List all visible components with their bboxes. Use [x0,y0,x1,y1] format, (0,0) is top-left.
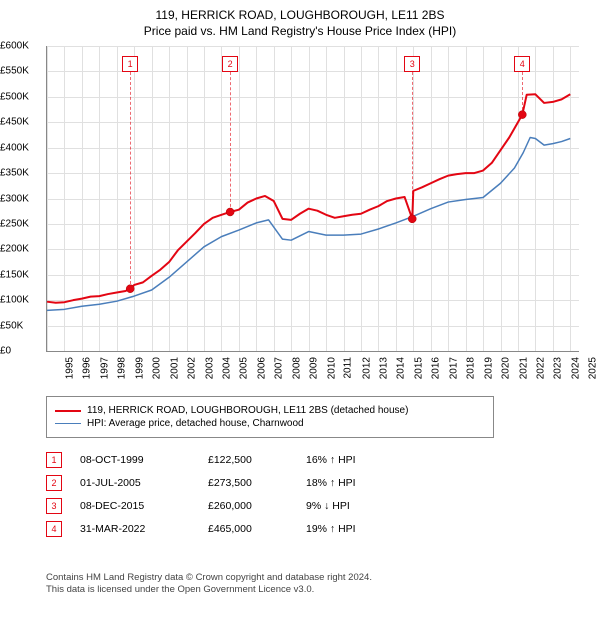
ytick-label: £400K [0,142,44,153]
ytick-label: £100K [0,295,44,306]
xtick-label: 2001 [169,357,180,379]
ytick-label: £600K [0,41,44,52]
chart-svg [47,46,579,351]
ytick-label: £550K [0,66,44,77]
sale-guide-line [130,72,131,289]
sale-row-diff: 9% ↓ HPI [306,500,406,512]
xtick-label: 2013 [378,357,389,379]
legend-row-hpi: HPI: Average price, detached house, Char… [55,418,485,429]
xtick-label: 2005 [239,357,250,379]
ytick-label: £350K [0,168,44,179]
sale-marker-box: 3 [404,56,420,72]
xtick-label: 2023 [553,357,564,379]
sale-guide-line [412,72,413,219]
sale-row-diff: 18% ↑ HPI [306,477,406,489]
sale-row-num: 4 [46,521,62,537]
sales-table: 1 08-OCT-1999 £122,500 16% ↑ HPI 2 01-JUL-200… [46,445,406,544]
footer-line1: Contains HM Land Registry data © Crown c… [46,572,372,584]
sale-row-date: 08-OCT-1999 [80,454,190,466]
xtick-label: 2021 [518,357,529,379]
legend-swatch-hpi [55,423,81,424]
sale-row-num: 2 [46,475,62,491]
ytick-label: £500K [0,91,44,102]
xtick-label: 2010 [326,357,337,379]
title-block: 119, HERRICK ROAD, LOUGHBOROUGH, LE11 2B… [0,0,600,38]
xtick-label: 2000 [151,357,162,379]
sale-marker-box: 2 [222,56,238,72]
sale-row-price: £122,500 [208,454,288,466]
ytick-label: £250K [0,218,44,229]
xtick-label: 2022 [535,357,546,379]
sale-row: 3 08-DEC-2015 £260,000 9% ↓ HPI [46,498,406,514]
chart-container: 119, HERRICK ROAD, LOUGHBOROUGH, LE11 2B… [0,0,600,620]
sale-row-num: 1 [46,452,62,468]
ytick-label: £450K [0,117,44,128]
xtick-label: 2025 [588,357,599,379]
title-address: 119, HERRICK ROAD, LOUGHBOROUGH, LE11 2B… [0,8,600,22]
xtick-label: 1999 [134,357,145,379]
sale-row: 4 31-MAR-2022 £465,000 19% ↑ HPI [46,521,406,537]
xtick-label: 2006 [256,357,267,379]
ytick-label: £0 [0,346,44,357]
xtick-label: 2008 [291,357,302,379]
xtick-label: 2019 [483,357,494,379]
sale-row-diff: 16% ↑ HPI [306,454,406,466]
plot-area [46,46,579,352]
xtick-label: 2007 [274,357,285,379]
ytick-label: £50K [0,320,44,331]
legend-swatch-property [55,410,81,412]
sale-marker-box: 1 [122,56,138,72]
sale-row-date: 08-DEC-2015 [80,500,190,512]
xtick-label: 2015 [413,357,424,379]
xtick-label: 2016 [431,357,442,379]
footer-line2: This data is licensed under the Open Gov… [46,584,372,596]
xtick-label: 2018 [465,357,476,379]
sale-row: 2 01-JUL-2005 £273,500 18% ↑ HPI [46,475,406,491]
sale-row-diff: 19% ↑ HPI [306,523,406,535]
ytick-label: £150K [0,269,44,280]
sale-row-date: 31-MAR-2022 [80,523,190,535]
sale-row-date: 01-JUL-2005 [80,477,190,489]
xtick-label: 2009 [308,357,319,379]
legend-label-hpi: HPI: Average price, detached house, Char… [87,418,304,429]
xtick-label: 2020 [500,357,511,379]
sale-guide-line [230,72,231,212]
xtick-label: 2004 [221,357,232,379]
footer: Contains HM Land Registry data © Crown c… [46,572,372,597]
xtick-label: 2024 [570,357,581,379]
sale-row-num: 3 [46,498,62,514]
series-property [47,94,570,302]
ytick-label: £200K [0,244,44,255]
sale-row-price: £260,000 [208,500,288,512]
xtick-label: 1996 [82,357,93,379]
sale-guide-line [522,72,523,115]
sale-row: 1 08-OCT-1999 £122,500 16% ↑ HPI [46,452,406,468]
xtick-label: 1997 [99,357,110,379]
legend-row-property: 119, HERRICK ROAD, LOUGHBOROUGH, LE11 2B… [55,405,485,416]
xtick-label: 2011 [343,357,354,379]
legend: 119, HERRICK ROAD, LOUGHBOROUGH, LE11 2B… [46,396,494,438]
ytick-label: £300K [0,193,44,204]
xtick-label: 1998 [117,357,128,379]
sale-row-price: £465,000 [208,523,288,535]
sale-row-price: £273,500 [208,477,288,489]
sale-marker-box: 4 [514,56,530,72]
legend-label-property: 119, HERRICK ROAD, LOUGHBOROUGH, LE11 2B… [87,405,408,416]
xtick-label: 1995 [64,357,75,379]
xtick-label: 2012 [361,357,372,379]
title-subtitle: Price paid vs. HM Land Registry's House … [0,24,600,38]
xtick-label: 2014 [396,357,407,379]
xtick-label: 2017 [448,357,459,379]
xtick-label: 2002 [186,357,197,379]
xtick-label: 2003 [204,357,215,379]
